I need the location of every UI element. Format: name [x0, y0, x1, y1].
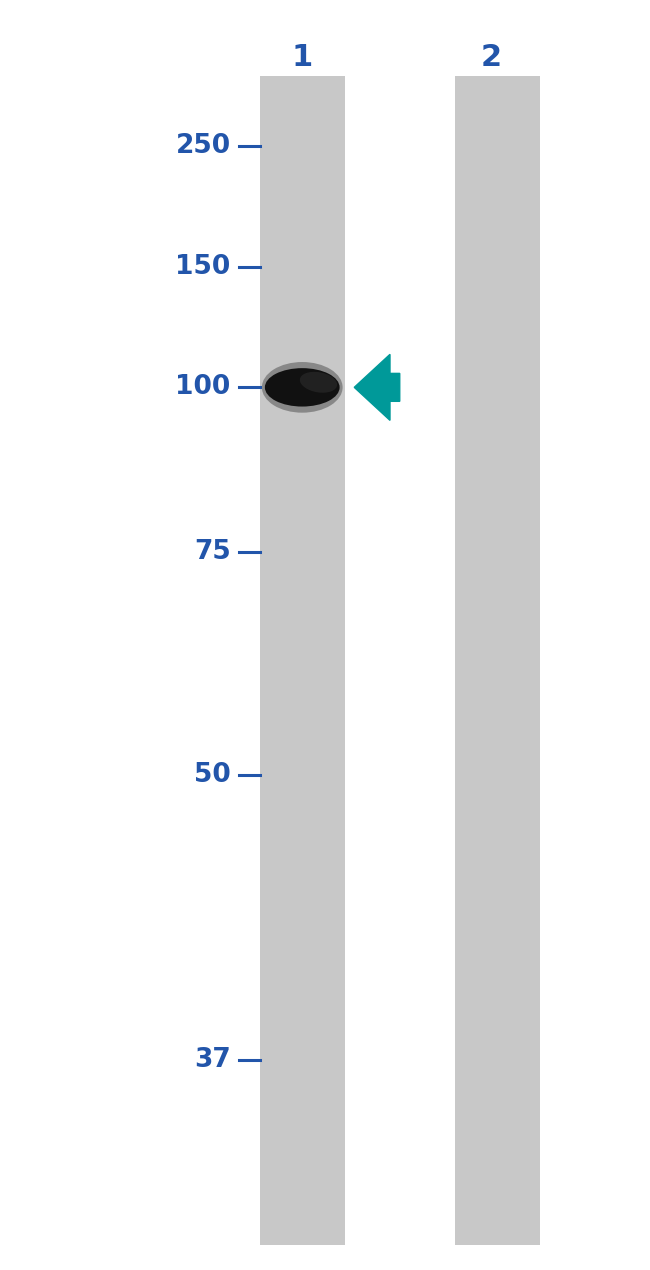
FancyArrow shape [354, 354, 400, 420]
Ellipse shape [265, 368, 339, 406]
Text: 2: 2 [480, 43, 501, 71]
Text: 150: 150 [176, 254, 231, 279]
Text: 37: 37 [194, 1048, 231, 1073]
Text: 250: 250 [176, 133, 231, 159]
Text: 100: 100 [176, 375, 231, 400]
Ellipse shape [300, 372, 337, 392]
Text: 1: 1 [292, 43, 313, 71]
Text: 75: 75 [194, 540, 231, 565]
Ellipse shape [262, 362, 343, 413]
Bar [455, 76, 540, 1245]
Text: 50: 50 [194, 762, 231, 787]
Bar [260, 76, 344, 1245]
